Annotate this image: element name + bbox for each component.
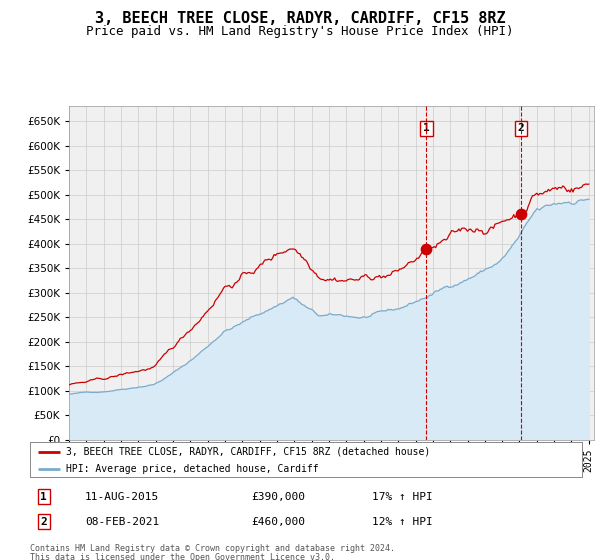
Text: £390,000: £390,000 <box>251 492 305 502</box>
Text: 08-FEB-2021: 08-FEB-2021 <box>85 517 160 527</box>
Text: 3, BEECH TREE CLOSE, RADYR, CARDIFF, CF15 8RZ (detached house): 3, BEECH TREE CLOSE, RADYR, CARDIFF, CF1… <box>66 447 430 457</box>
Text: 2: 2 <box>518 123 524 133</box>
Text: 11-AUG-2015: 11-AUG-2015 <box>85 492 160 502</box>
Text: 12% ↑ HPI: 12% ↑ HPI <box>372 517 433 527</box>
Text: £460,000: £460,000 <box>251 517 305 527</box>
Text: This data is licensed under the Open Government Licence v3.0.: This data is licensed under the Open Gov… <box>30 553 335 560</box>
Text: HPI: Average price, detached house, Cardiff: HPI: Average price, detached house, Card… <box>66 464 319 474</box>
Text: 2: 2 <box>40 517 47 527</box>
Text: Price paid vs. HM Land Registry's House Price Index (HPI): Price paid vs. HM Land Registry's House … <box>86 25 514 38</box>
Text: Contains HM Land Registry data © Crown copyright and database right 2024.: Contains HM Land Registry data © Crown c… <box>30 544 395 553</box>
Point <box>422 244 431 253</box>
Text: 3, BEECH TREE CLOSE, RADYR, CARDIFF, CF15 8RZ: 3, BEECH TREE CLOSE, RADYR, CARDIFF, CF1… <box>95 11 505 26</box>
Text: 17% ↑ HPI: 17% ↑ HPI <box>372 492 433 502</box>
Text: 1: 1 <box>40 492 47 502</box>
Text: 1: 1 <box>423 123 430 133</box>
Point <box>516 209 526 218</box>
